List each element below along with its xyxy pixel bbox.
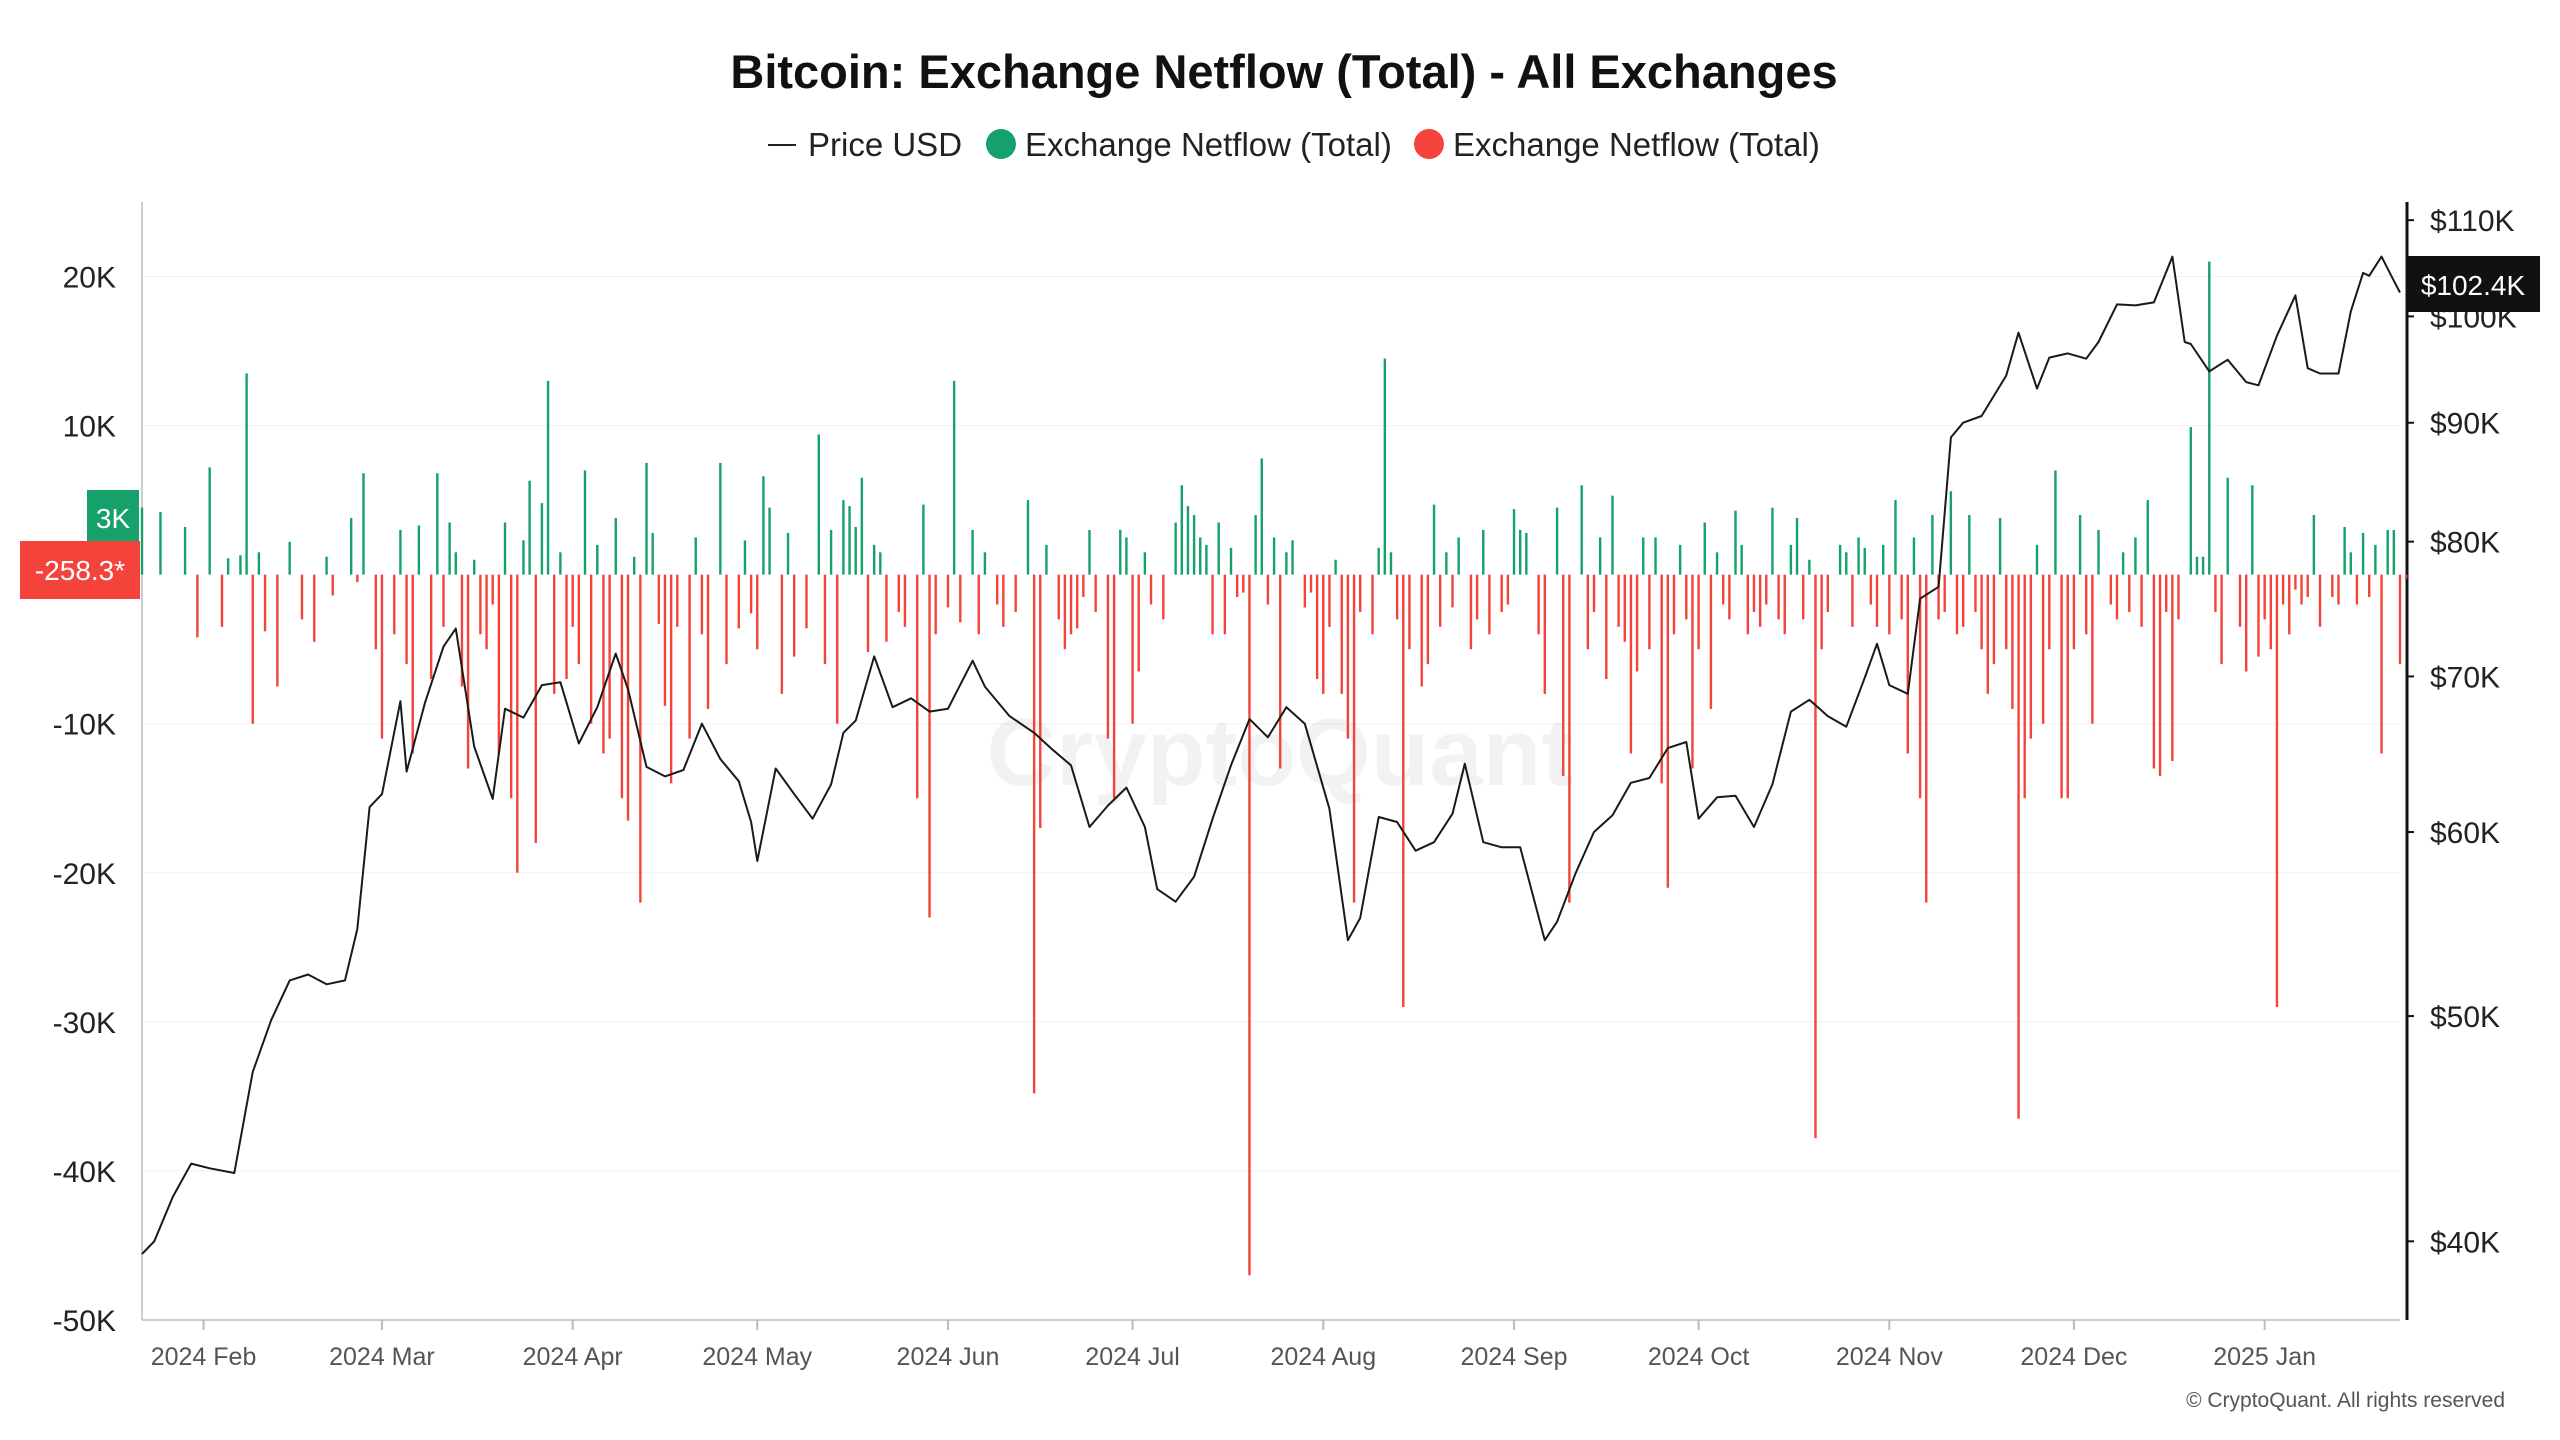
left-tick-label: 20K (63, 262, 116, 295)
netflow-bars (140, 261, 2408, 1276)
x-tick-label: 2024 Apr (523, 1343, 623, 1371)
tag-positive-box (87, 490, 139, 546)
tag-price: $102.4K (2406, 256, 2540, 312)
x-tick-label: 2024 Aug (1270, 1343, 1376, 1371)
tag-negative: -258.3* (20, 541, 140, 599)
legend-item-outflow[interactable]: Exchange Netflow (Total) (1414, 126, 1820, 163)
legend-label-price: Price USD (808, 126, 962, 163)
legend-item-price[interactable]: Price USD (768, 126, 962, 163)
right-tick-label: $40K (2430, 1226, 2500, 1259)
legend-item-inflow[interactable]: Exchange Netflow (Total) (986, 126, 1392, 163)
tag-positive-text: 3K (96, 503, 131, 534)
right-tick-label: $60K (2430, 817, 2500, 850)
left-tick-label: -30K (53, 1007, 116, 1040)
x-tick-label: 2024 Jul (1085, 1343, 1180, 1371)
left-tick-label: -10K (53, 709, 116, 742)
legend-dot-green (986, 129, 1016, 159)
right-tick-label: $110K (2430, 205, 2515, 238)
tag-positive: 3K (87, 490, 139, 546)
left-tick-label: 10K (63, 411, 116, 444)
tag-negative-box (20, 541, 140, 599)
right-tick-label: $70K (2430, 661, 2500, 694)
left-axis-ticks: 20K 10K -10K -20K -30K -40K -50K (53, 262, 116, 1338)
right-tick-label: $90K (2430, 408, 2500, 441)
x-tick-label: 2024 Oct (1648, 1343, 1750, 1371)
x-tick-label: 2025 Jan (2213, 1343, 2316, 1371)
legend: Price USD Exchange Netflow (Total) Excha… (768, 126, 1820, 163)
tag-price-text: $102.4K (2421, 270, 2526, 301)
legend-label-inflow: Exchange Netflow (Total) (1025, 126, 1392, 163)
tag-negative-text: -258.3* (35, 555, 125, 586)
x-tick-label: 2024 Sep (1461, 1343, 1568, 1371)
price-line (141, 255, 2401, 1255)
tag-price-box (2406, 256, 2540, 312)
left-tick-label: -50K (53, 1305, 116, 1338)
left-tick-label: -20K (53, 858, 116, 891)
x-tick-label: 2024 Nov (1836, 1343, 1944, 1371)
right-tick-label: $50K (2430, 1001, 2500, 1034)
legend-dot-red (1414, 129, 1444, 159)
x-axis-ticks: 2024 Feb 2024 Mar 2024 Apr 2024 May 2024 Jun… (151, 1320, 2316, 1371)
x-tick-label: 2024 Jun (897, 1343, 1000, 1371)
x-tick-label: 2024 May (702, 1343, 812, 1371)
x-tick-label: 2024 Mar (329, 1343, 435, 1371)
right-tick-label: $80K (2430, 527, 2500, 560)
chart-title: Bitcoin: Exchange Netflow (Total) - All … (730, 45, 1837, 98)
legend-label-outflow: Exchange Netflow (Total) (1453, 126, 1820, 163)
left-tick-label: -40K (53, 1156, 116, 1189)
copyright-text: © CryptoQuant. All rights reserved (2186, 1389, 2505, 1412)
right-axis-ticks: $110K$100K$90K$80K$70K$60K$50K$40K (2407, 205, 2517, 1259)
x-tick-label: 2024 Dec (2020, 1343, 2127, 1371)
x-tick-label: 2024 Feb (151, 1343, 257, 1371)
